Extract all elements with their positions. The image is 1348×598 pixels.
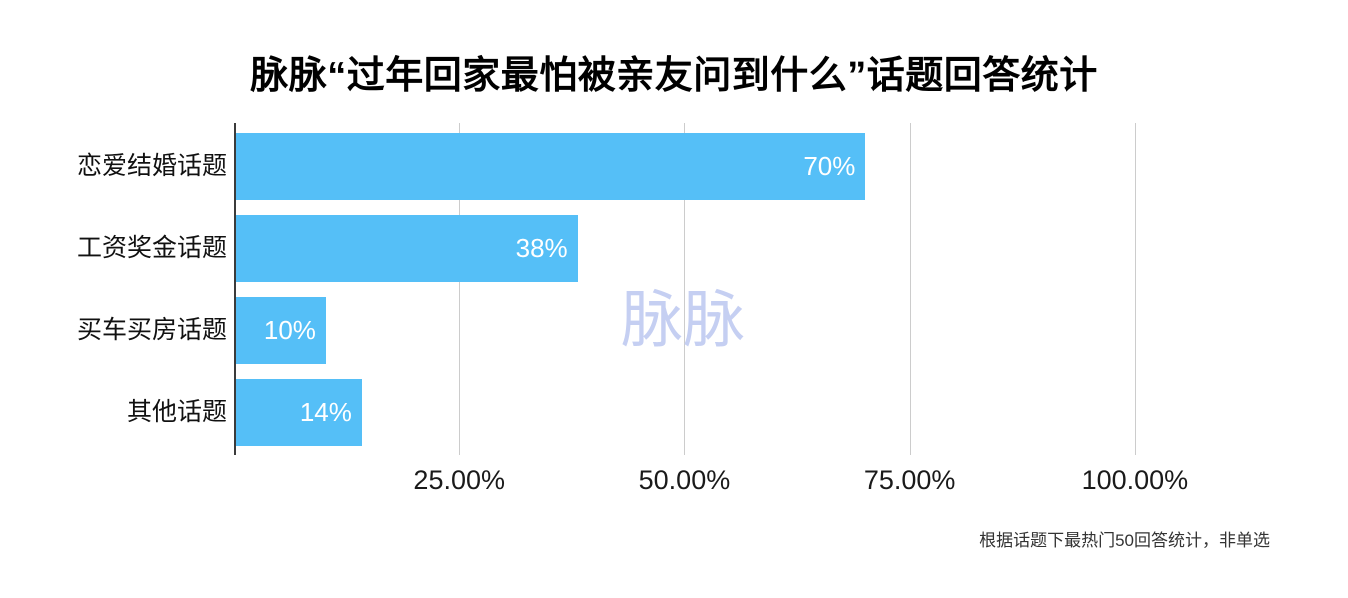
gridline-100.00% [1134,123,1136,455]
bar-series: 70% 38% 10% 14% [236,123,1252,455]
category-label: 买车买房话题 [76,316,227,344]
chart-title: 脉脉“过年回家最怕被亲友问到什么”话题回答统计 [250,55,1098,97]
category-label: 工资奖金话题 [76,234,227,262]
gridline-50.00% [684,123,686,455]
x-axis-tick-labels: 25.00% 50.00% 75.00% 100.00% [234,465,1252,499]
bar-其他话题: 14% [236,379,362,446]
chart-footnote: 根据话题下最热门50回答统计，非单选 [979,531,1270,550]
gridline-75.00% [909,123,911,455]
bar-工资奖金话题: 38% [236,215,578,282]
bar-value-label: 38% [515,233,568,263]
x-tick-label: 25.00% [413,465,506,495]
x-tick-label: 50.00% [638,465,731,495]
gridline-25.00% [459,123,461,455]
bar-value-label: 14% [299,397,352,427]
bar-value-label: 10% [263,315,316,345]
bar-恋爱结婚话题: 70% [236,133,866,200]
category-label: 其他话题 [126,398,227,426]
plot-area: 70% 38% 10% 14% [234,123,1252,455]
y-axis-line [234,123,236,455]
category-label: 恋爱结婚话题 [76,152,227,180]
x-tick-label: 75.00% [863,465,956,495]
bar-买车买房话题: 10% [236,297,326,364]
bar-value-label: 70% [803,151,856,181]
x-tick-label: 100.00% [1081,465,1189,495]
y-axis-category-labels: 恋爱结婚话题 工资奖金话题 买车买房话题其他话题 [0,123,227,455]
